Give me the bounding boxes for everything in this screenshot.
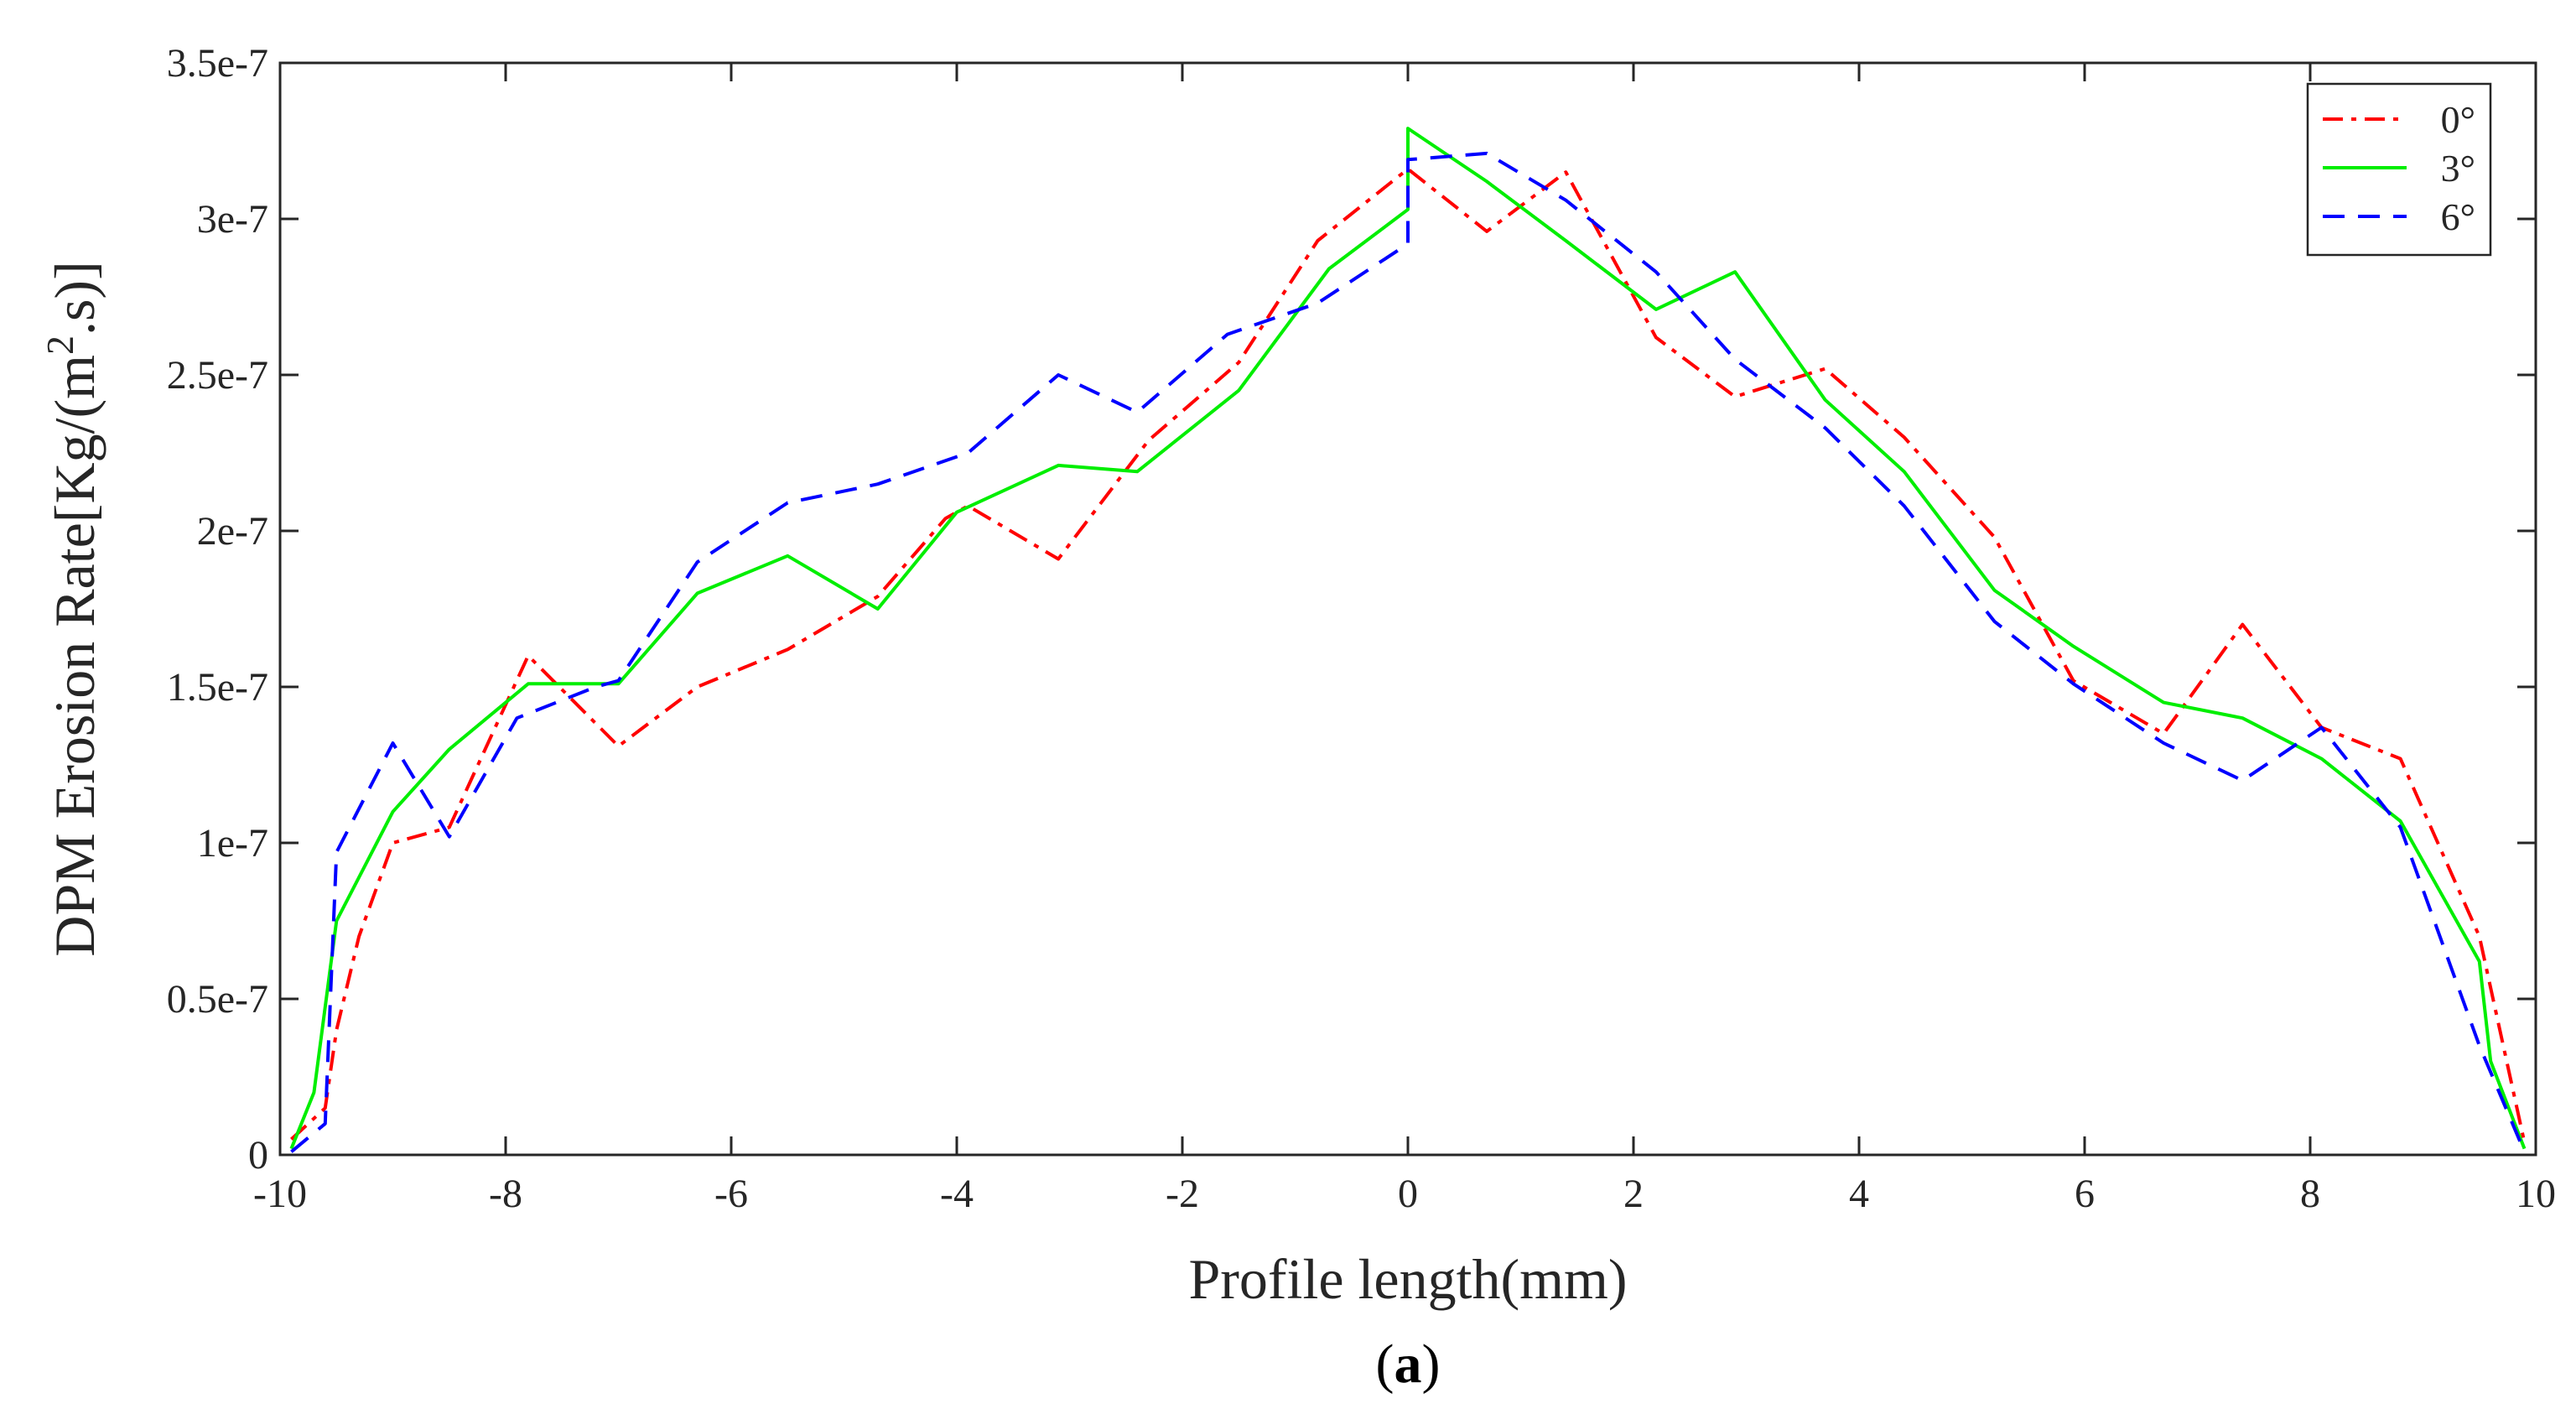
caption-letter: a (1394, 1334, 1422, 1395)
y-tick-label: 3.5e-7 (167, 41, 268, 86)
x-tick-label: 6 (2075, 1172, 2095, 1216)
y-tick-label: 0 (248, 1133, 268, 1178)
y-tick-label: 1.5e-7 (167, 665, 268, 710)
caption-close-paren: ) (1422, 1334, 1441, 1395)
plot-background (280, 63, 2536, 1155)
x-tick-label: 4 (1849, 1172, 1869, 1216)
x-tick-label: -6 (714, 1172, 748, 1216)
series-line-0 (290, 167, 2527, 1143)
x-tick-label: 10 (2516, 1172, 2556, 1216)
y-tick-label: 2.5e-7 (167, 353, 268, 398)
y-axis-title: DPM Erosion Rate[Kg/(m2.s)] (39, 261, 107, 956)
legend-label-2: 6° (2441, 195, 2475, 238)
series-lines (289, 127, 2527, 1153)
x-tick-label: -8 (489, 1172, 522, 1216)
x-tick-label: 2 (1623, 1172, 1644, 1216)
y-axis-title-superscript: 2 (39, 335, 81, 355)
x-axis-title: Profile length(mm) (1188, 1247, 1627, 1311)
x-tick-label: -4 (940, 1172, 974, 1216)
x-axis-ticks: -10 -8 -6 -4 -2 0 2 4 6 8 10 (253, 63, 2556, 1216)
y-axis-title-main: DPM Erosion Rate[Kg/(m (43, 355, 106, 957)
series-line-2 (290, 151, 2527, 1153)
y-axis-title-suffix: .s)] (43, 261, 106, 335)
y-axis-ticks: 0 0.5e-7 1e-7 1.5e-7 2e-7 2.5e-7 3e-7 3.5e-7 (167, 41, 2536, 1178)
legend-label-0: 0° (2441, 98, 2475, 141)
x-tick-label: -2 (1166, 1172, 1199, 1216)
y-tick-label: 3e-7 (197, 197, 268, 242)
x-tick-label: 0 (1398, 1172, 1418, 1216)
y-tick-label: 0.5e-7 (167, 977, 268, 1022)
y-tick-label: 1e-7 (197, 821, 268, 866)
legend-label-1: 3° (2441, 147, 2475, 190)
x-tick-label: -10 (253, 1172, 307, 1216)
x-tick-label: 8 (2300, 1172, 2320, 1216)
caption-open-paren: ( (1376, 1334, 1394, 1395)
y-tick-label: 2e-7 (197, 509, 268, 554)
legend: 0° 3° 6° (2306, 82, 2492, 257)
series-line-1 (289, 127, 2527, 1150)
figure-caption: (a) (1376, 1334, 1441, 1395)
